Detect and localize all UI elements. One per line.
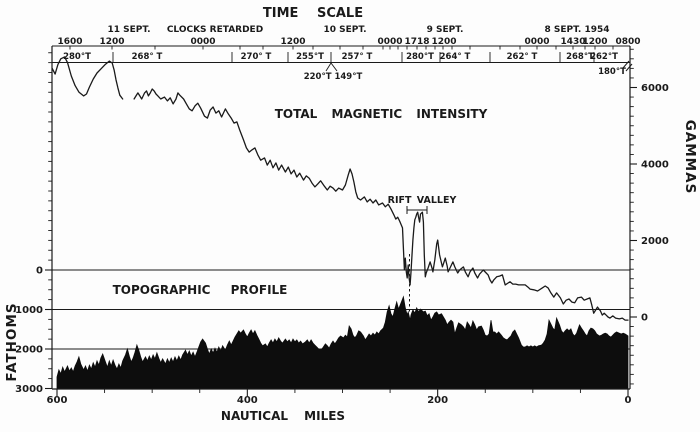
end-bearing-note: 180°T [598,67,626,77]
bearing-label: 280°T [406,52,434,62]
fathoms-tick-label: 3000 [15,384,43,395]
time-label: 1200 [280,37,305,47]
date-label: 9 SEPT. [427,25,464,35]
time-label: 1200 [431,37,456,47]
time-label: 1600 [57,37,82,47]
fathoms-tick-label: 0 [36,266,43,277]
rift-valley-label: RIFT VALLEY [388,195,457,206]
date-label: 10 SEPT. [323,25,366,35]
magnetic-intensity-label: TOTAL MAGNETIC INTENSITY [275,107,488,121]
nautical-miles-tick-label: 400 [237,395,258,406]
time-label: 1430 [560,37,585,47]
nautical-miles-tick-label: 200 [427,395,448,406]
gammas-tick-label: 6000 [641,83,669,94]
time-scale-title: TIME SCALE [263,6,363,21]
turn-bearings-note: 220°T 149°T [304,72,363,82]
gammas-axis-label: GAMMAS [682,120,698,195]
date-label: 11 SEPT. [107,25,150,35]
time-label: 0000 [377,37,402,47]
time-label: 0000 [524,37,549,47]
gammas-tick-label: 2000 [641,236,669,247]
date-label: CLOCKS RETARDED [167,25,263,35]
topographic-profile-area [56,295,629,390]
bearing-label: 268°T [566,52,594,62]
nautical-miles-axis-label: NAUTICAL MILES [221,409,345,423]
magnetic-intensity-curve-segment-1 [133,88,629,321]
bearing-label: 257° T [342,52,373,62]
topographic-profile-label: TOPOGRAPHIC PROFILE [113,283,288,297]
bearing-label: 268° T [132,52,163,62]
bearing-label: 255°T [296,52,324,62]
end-note-arrow [622,60,630,69]
time-label: 0800 [615,37,640,47]
fathoms-axis-label: FATHOMS [4,302,20,381]
bearing-label: 280°T [63,52,91,62]
fathoms-tick-label: 1000 [15,305,43,316]
turn-note-connector [330,62,338,72]
magnetic-intensity-curve-segment-0 [51,56,124,100]
time-label: 1718 [404,37,429,47]
bearing-label: 262°T [590,52,618,62]
date-label: 8 SEPT. 1954 [545,25,610,35]
time-label: 1200 [582,37,607,47]
nautical-miles-tick-label: 0 [625,395,632,406]
nautical-miles-tick-label: 600 [47,395,68,406]
gammas-tick-label: 4000 [641,160,669,171]
fathoms-tick-label: 2000 [15,345,43,356]
gammas-tick-label: 0 [641,313,648,324]
time-label: 0000 [190,37,215,47]
bearing-label: 264° T [440,52,471,62]
time-label: 1200 [99,37,124,47]
bearing-label: 270° T [241,52,272,62]
end-note-arrow [625,63,633,72]
turn-note-connector [325,62,332,72]
bearing-label: 262° T [507,52,538,62]
